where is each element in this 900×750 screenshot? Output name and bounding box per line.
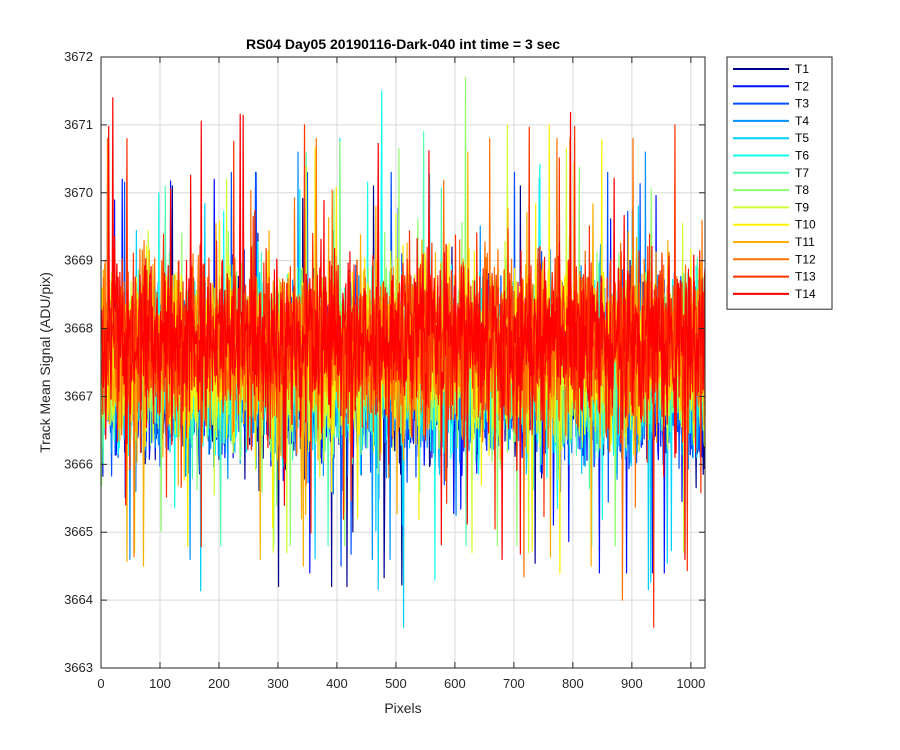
legend-label: T2 [795,79,809,93]
legend-label: T3 [795,97,809,111]
legend-item: T4 [733,114,809,128]
x-tick-label: 700 [503,676,525,691]
x-tick-label: 500 [385,676,407,691]
legend-label: T11 [795,235,815,249]
legend-item: T10 [733,218,816,232]
x-tick-label: 800 [562,676,584,691]
legend-label: T1 [795,62,809,76]
y-tick-label: 3671 [64,117,93,132]
legend-item: T3 [733,97,809,111]
y-tick-label: 3669 [64,253,93,268]
legend-item: T13 [733,270,816,284]
legend-item: T8 [733,183,809,197]
y-tick-label: 3670 [64,185,93,200]
x-tick-label: 1000 [676,676,705,691]
legend-label: T9 [795,200,809,214]
series-lines [100,76,706,628]
y-tick-label: 3672 [64,49,93,64]
x-tick-label: 300 [267,676,289,691]
legend-items: T1 T2 T3 T4 T5 T6 T7 T8 T9 T10 T11 T12 T13 T14 [733,62,816,301]
x-tick-label: 900 [621,676,643,691]
y-tick-label: 3667 [64,388,93,403]
legend: T1 T2 T3 T4 T5 T6 T7 T8 T9 T10 T11 T12 T13 T14 [726,56,833,310]
y-tick-label: 3664 [64,592,93,607]
legend-item: T11 [733,235,815,249]
y-tick-label: 3663 [64,660,93,675]
legend-item: T7 [733,166,809,180]
tick-marks [100,56,705,669]
legend-label: T6 [795,149,809,163]
legend-item: T14 [733,287,816,301]
legend-label: T7 [795,166,809,180]
legend-item: T6 [733,149,809,163]
x-tick-label: 600 [444,676,466,691]
x-tick-label: 0 [97,676,104,691]
y-tick-label: 3665 [64,524,93,539]
legend-item: T1 [733,62,809,76]
legend-item: T5 [733,131,809,145]
series-line-t14 [100,97,706,560]
x-tick-label: 200 [208,676,230,691]
legend-label: T13 [795,270,816,284]
legend-label: T10 [795,218,816,232]
y-tick-label: 3666 [64,456,93,471]
chart-title: RS04 Day05 20190116-Dark-040 int time = … [246,36,560,52]
x-tick-label: 400 [326,676,348,691]
legend-box [726,56,833,310]
plot-frame [100,56,706,669]
legend-item: T9 [733,200,809,214]
x-tick-label: 100 [149,676,171,691]
legend-label: T12 [795,252,816,266]
legend-label: T14 [795,287,816,301]
legend-label: T5 [795,131,809,145]
legend-label: T4 [795,114,809,128]
legend-item: T2 [733,79,809,93]
legend-label: T8 [795,183,809,197]
legend-item: T12 [733,252,816,266]
y-tick-labels: 3663 3664 3665 3666 3667 3668 3669 3670 3671 3672 [64,49,93,675]
x-axis-title: Pixels [384,700,421,716]
y-axis-title: Track Mean Signal (ADU/pix) [37,272,53,453]
y-tick-label: 3668 [64,321,93,336]
x-tick-labels: 0 100 200 300 400 500 600 700 800 900 1000 [97,676,705,691]
